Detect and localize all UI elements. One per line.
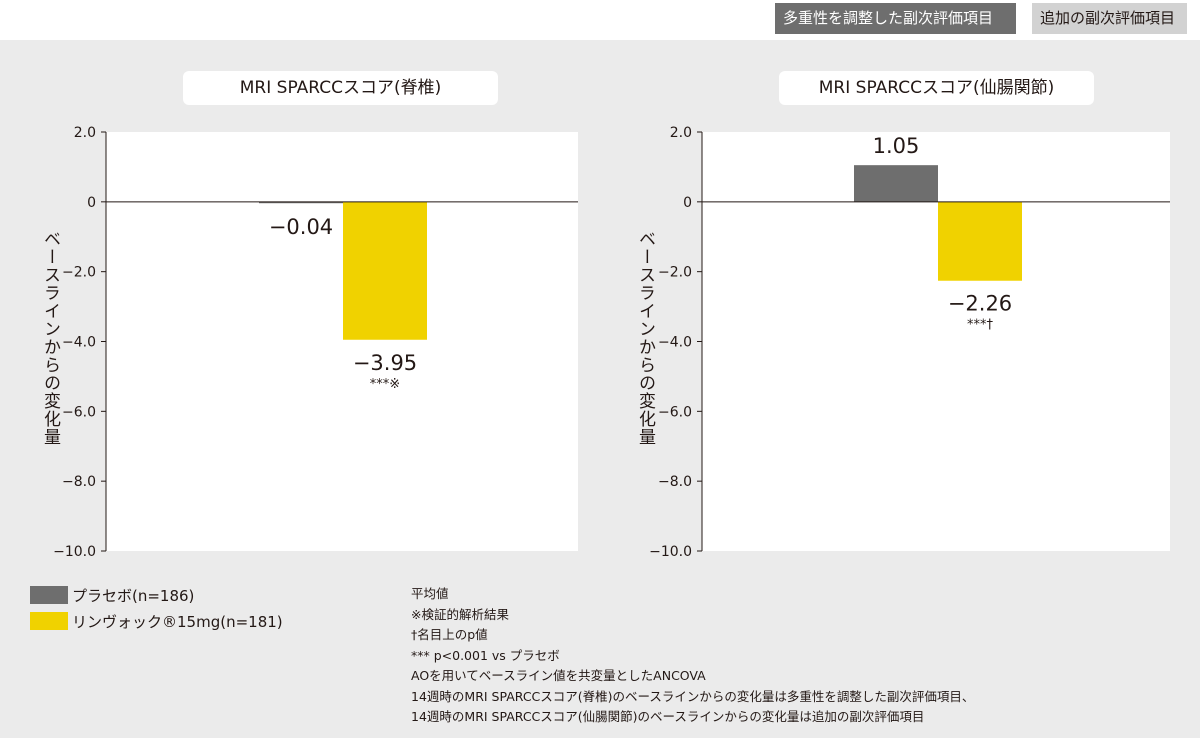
chart-title-spine: MRI SPARCCスコア(脊椎) [183,71,498,105]
y-tick-label: 0 [683,195,692,211]
legend-label-placebo: プラセボ(n=186) [72,586,195,605]
legend-label-drug: リンヴォック®15mg(n=181) [72,612,283,631]
bar-drug [938,201,1022,281]
y-tick-label: −4.0 [658,335,692,351]
footnote: AOを用いてベースライン値を共変量としたANCOVA [411,668,706,683]
significance-annotation: ***※ [370,377,400,392]
y-axis-label-spine: ベースラインからの変化量 [40,230,60,446]
y-tick-label: 2.0 [670,125,692,141]
plot-area [106,132,578,551]
bar-placebo [854,165,938,202]
bar-drug [343,201,427,340]
footnote: †名目上のp値 [411,627,488,642]
top-bar: 多重性を調整した副次評価項目 追加の副次評価項目 [0,0,1200,40]
y-tick-label: −4.0 [62,335,96,351]
footnote: 14週時のMRI SPARCCスコア(仙腸関節)のベースラインからの変化量は追加… [411,709,925,724]
y-tick-label: 2.0 [74,125,96,141]
legend-item-drug: リンヴォック®15mg(n=181) [30,608,283,634]
y-axis-label-sacroiliac: ベースラインからの変化量 [635,230,655,446]
significance-annotation: ***† [967,318,994,333]
tag-multiplicity-adjusted-secondary-endpoint[interactable]: 多重性を調整した副次評価項目 [775,3,1016,34]
data-label: −0.04 [269,215,333,239]
footnotes: 平均値 ※検証的解析結果 †名目上のp値 *** p<0.001 vs プラセボ… [411,584,974,728]
y-tick-label: −6.0 [658,404,692,420]
legend-swatch-placebo [30,586,68,604]
footnote: 14週時のMRI SPARCCスコア(脊椎)のベースラインからの変化量は多重性を… [411,688,975,704]
y-tick-label: 0 [87,195,96,211]
y-tick-label: −10.0 [53,544,96,560]
legend-item-placebo: プラセボ(n=186) [30,582,283,608]
y-tick-label: −8.0 [62,474,96,490]
footnote: *** p<0.001 vs プラセボ [411,647,560,663]
data-label: 1.05 [873,134,920,158]
data-label: −2.26 [948,292,1012,316]
y-tick-label: −6.0 [62,404,96,420]
footnote: 平均値 [411,586,449,601]
y-tick-label: −10.0 [649,544,692,560]
footnote: ※検証的解析結果 [411,606,509,622]
legend: プラセボ(n=186) リンヴォック®15mg(n=181) [30,582,283,634]
y-tick-label: −2.0 [62,265,96,281]
y-tick-label: −2.0 [658,265,692,281]
tag-additional-secondary-endpoint[interactable]: 追加の副次評価項目 [1032,3,1187,34]
y-tick-label: −8.0 [658,474,692,490]
bar-placebo [259,201,343,204]
chart-title-sacroiliac: MRI SPARCCスコア(仙腸関節) [779,71,1094,105]
legend-swatch-drug [30,612,68,630]
data-label: −3.95 [353,351,417,375]
